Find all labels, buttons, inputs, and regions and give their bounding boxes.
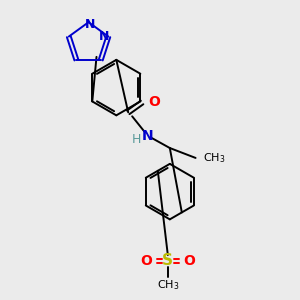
Text: N: N bbox=[85, 18, 96, 31]
Text: N: N bbox=[99, 30, 110, 43]
Text: O: O bbox=[184, 254, 196, 268]
Text: CH$_3$: CH$_3$ bbox=[203, 151, 226, 165]
Text: O: O bbox=[140, 254, 152, 268]
Text: H: H bbox=[131, 133, 141, 146]
Text: O: O bbox=[148, 95, 160, 110]
Text: N: N bbox=[142, 129, 154, 143]
Text: CH$_3$: CH$_3$ bbox=[157, 278, 179, 292]
Text: S: S bbox=[162, 254, 173, 268]
